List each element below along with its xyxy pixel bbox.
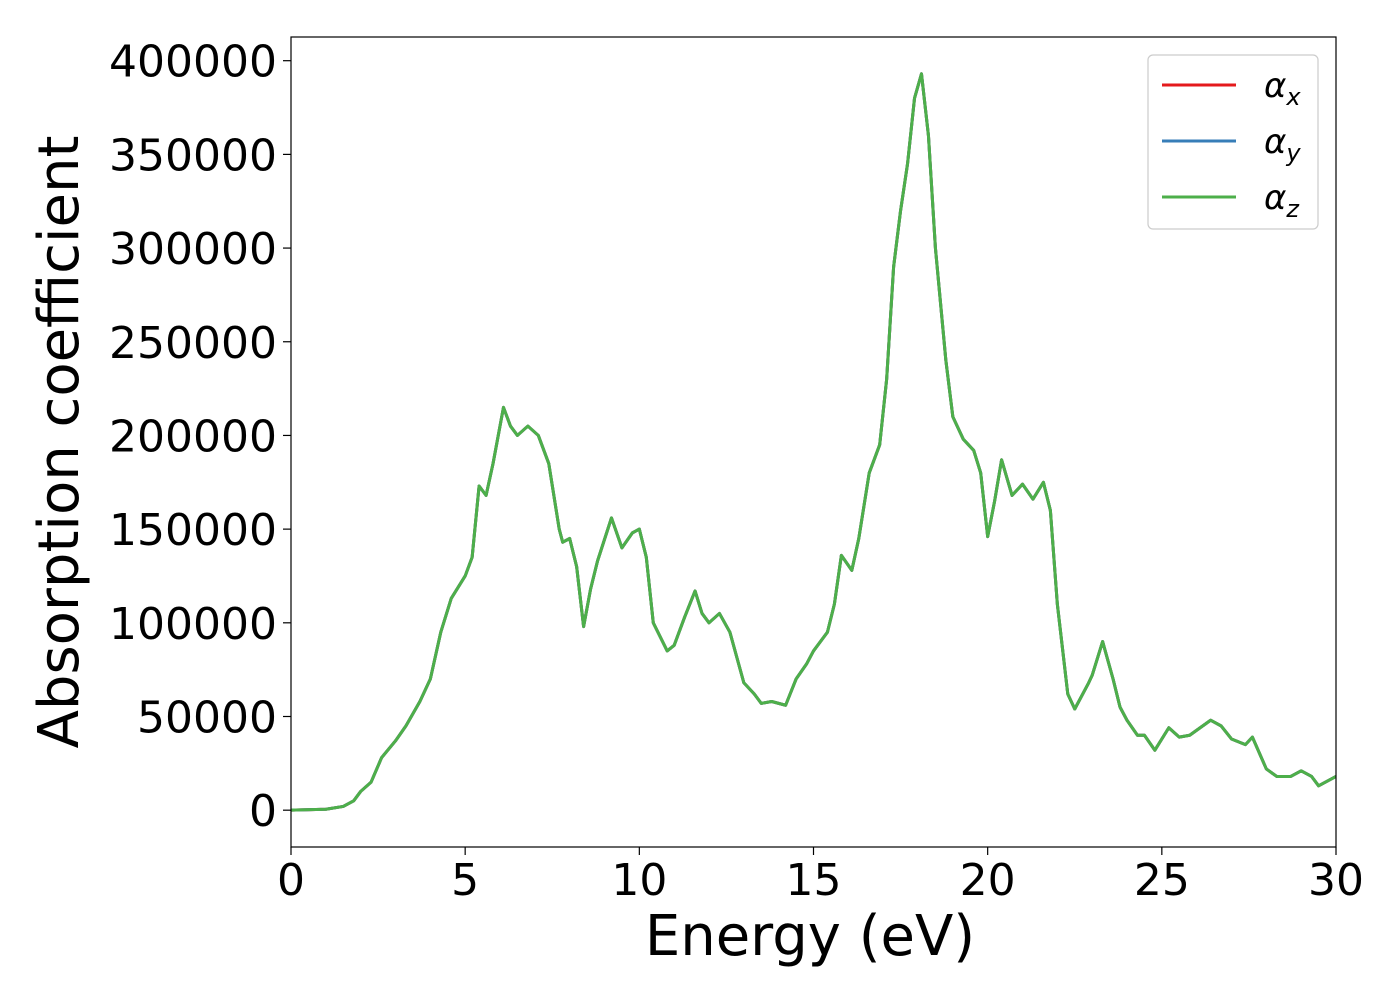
y-tick-label: 350000 (109, 130, 277, 181)
legend-label: αy (1264, 122, 1301, 167)
x-axis-label: Energy (eV) (645, 904, 975, 969)
y-tick-label: 100000 (109, 599, 277, 650)
y-tick-label: 50000 (137, 692, 277, 743)
y-tick-label: 250000 (109, 318, 277, 369)
x-tick-label: 5 (451, 855, 479, 906)
y-tick-label: 200000 (109, 411, 277, 462)
x-tick-label: 10 (611, 855, 667, 906)
y-tick-label: 0 (249, 786, 277, 837)
x-tick-label: 20 (960, 855, 1016, 906)
y-axis-label: Absorption coefficient (27, 136, 92, 749)
x-tick-label: 25 (1134, 855, 1190, 906)
y-tick-label: 150000 (109, 505, 277, 556)
y-tick-label: 300000 (109, 224, 277, 275)
legend-label: αz (1264, 178, 1300, 223)
x-tick-label: 0 (277, 855, 305, 906)
x-tick-label: 15 (786, 855, 842, 906)
y-tick-label: 400000 (109, 37, 277, 88)
data-line (291, 72, 1336, 812)
x-tick-label: 30 (1308, 855, 1364, 906)
plot-frame (290, 36, 1337, 848)
legend-label: αx (1264, 66, 1301, 111)
